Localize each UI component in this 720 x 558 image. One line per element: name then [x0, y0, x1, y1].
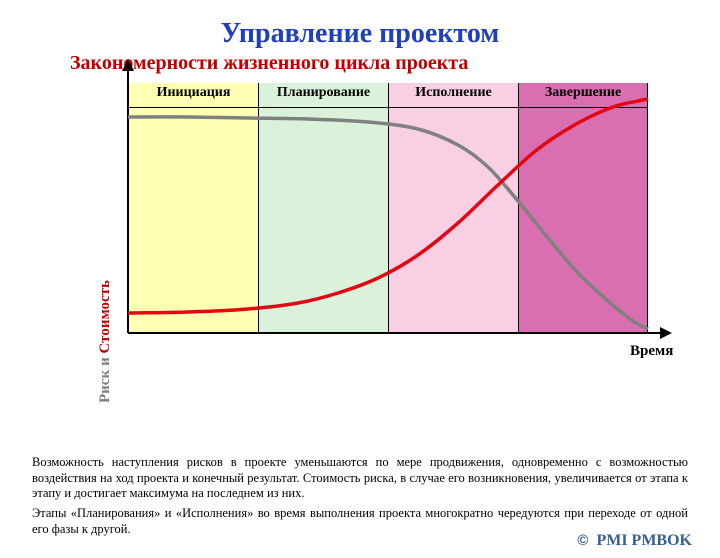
lifecycle-chart: Риск и Стоимость ЗавершениеИсполнениеПла… [0, 83, 720, 383]
risk-curve [128, 117, 648, 329]
description-para-1: Возможность наступления рисков в проекте… [32, 455, 688, 502]
chart-plot-area: ЗавершениеИсполнениеПланированиеИнициаци… [128, 83, 648, 333]
y-axis-arrow [122, 59, 134, 71]
copyright-icon: © [577, 532, 588, 549]
cost-curve [128, 99, 648, 313]
page-title: Управление проектом [0, 18, 720, 50]
chart-svg [124, 57, 676, 359]
y-axis-label-risk: Риск [97, 370, 113, 403]
x-axis-arrow [660, 327, 672, 339]
description-text: Возможность наступления рисков в проекте… [0, 455, 720, 537]
y-axis-label: Риск и Стоимость [96, 280, 114, 403]
x-axis-label: Время [630, 343, 673, 360]
footer-credit-text: PMI PMBOK [596, 532, 692, 549]
footer-credit: © PMI PMBOK [577, 532, 692, 550]
y-axis-label-and: и [97, 353, 113, 365]
y-axis-label-cost: Стоимость [97, 280, 113, 353]
